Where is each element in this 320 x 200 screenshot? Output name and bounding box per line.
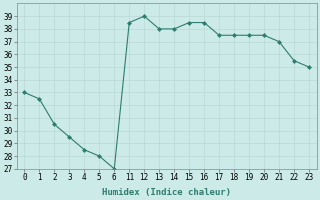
X-axis label: Humidex (Indice chaleur): Humidex (Indice chaleur) bbox=[102, 188, 231, 197]
